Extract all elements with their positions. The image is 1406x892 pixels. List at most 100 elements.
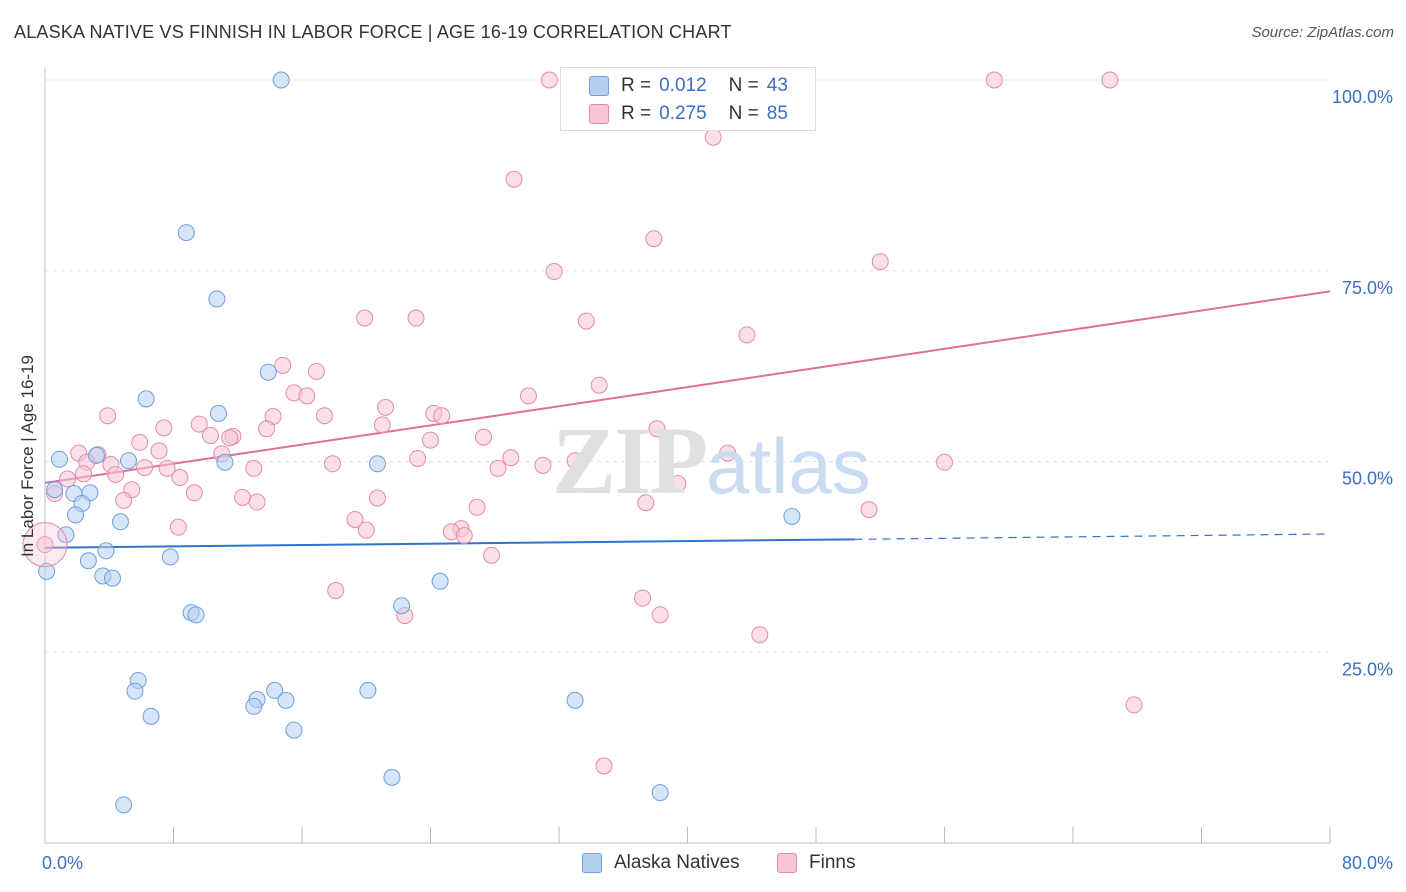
point-alaska-natives xyxy=(97,542,115,560)
data-points xyxy=(22,71,1143,814)
point-finns xyxy=(540,71,558,89)
series-legend: Alaska Natives Finns xyxy=(0,852,1406,878)
watermark-atlas: atlas xyxy=(706,422,871,510)
x-tick-label: 0.0% xyxy=(42,853,83,873)
point-alaska-natives xyxy=(266,681,284,699)
point-finns xyxy=(719,444,737,462)
point-alaska-natives xyxy=(46,481,64,499)
point-finns xyxy=(356,309,374,327)
point-finns xyxy=(422,431,439,449)
point-alaska-natives xyxy=(783,507,801,525)
point-finns xyxy=(651,606,669,624)
point-alaska-natives xyxy=(103,569,121,587)
point-alaska-natives xyxy=(393,597,411,615)
point-alaska-natives xyxy=(120,452,138,470)
point-finns xyxy=(505,170,523,188)
legend-r-label: R = xyxy=(621,103,652,124)
point-alaska-natives xyxy=(115,796,133,814)
point-alaska-natives xyxy=(187,606,205,624)
point-alaska-natives xyxy=(50,450,68,468)
point-finns xyxy=(274,356,292,374)
point-alaska-natives xyxy=(651,784,669,802)
point-alaska-natives xyxy=(383,768,401,786)
point-finns xyxy=(357,521,375,539)
x-tick-label: 80.0% xyxy=(1342,853,1393,873)
point-finns xyxy=(155,419,173,437)
y-tick-label: 50.0% xyxy=(1342,469,1393,489)
point-alaska-natives xyxy=(259,363,277,381)
point-alaska-natives xyxy=(209,404,227,422)
point-finns xyxy=(407,309,425,327)
point-finns xyxy=(315,407,333,425)
point-finns xyxy=(595,757,613,775)
point-alaska-natives xyxy=(272,71,290,89)
trend-lines xyxy=(44,290,1331,549)
point-finns xyxy=(298,387,316,405)
point-finns xyxy=(1101,71,1119,89)
point-finns xyxy=(936,453,953,471)
stats-legend: R = 0.012 N = 43 R = 0.275 N = 85 xyxy=(560,67,816,131)
point-finns xyxy=(327,581,345,599)
point-finns xyxy=(346,510,364,528)
point-finns xyxy=(248,493,266,511)
point-finns xyxy=(577,312,595,330)
point-alaska-natives xyxy=(38,562,56,580)
point-alaska-natives xyxy=(142,707,160,725)
point-finns xyxy=(150,442,168,460)
point-finns xyxy=(131,433,149,451)
legend-r-value: 0.275 xyxy=(659,103,707,124)
legend-r-label: R = xyxy=(621,75,652,96)
point-finns xyxy=(985,71,1003,89)
point-finns xyxy=(534,456,552,474)
legend-item-alaska-natives: Alaska Natives xyxy=(582,852,740,874)
point-finns xyxy=(645,230,663,248)
point-finns xyxy=(871,253,889,271)
point-finns xyxy=(190,415,208,433)
point-alaska-natives xyxy=(285,721,303,739)
point-finns xyxy=(545,263,563,281)
legend-n-label: N = xyxy=(728,75,759,96)
point-alaska-natives xyxy=(79,552,97,570)
point-finns xyxy=(307,362,325,380)
point-finns xyxy=(136,459,154,477)
y-tick-label: 75.0% xyxy=(1342,278,1393,298)
point-alaska-natives xyxy=(67,506,85,524)
point-alaska-natives xyxy=(87,446,105,464)
y-tick-label: 25.0% xyxy=(1342,659,1393,679)
point-alaska-natives xyxy=(177,224,195,242)
point-finns xyxy=(245,459,263,477)
point-finns xyxy=(489,459,507,477)
point-finns xyxy=(669,475,687,493)
point-finns xyxy=(455,527,473,545)
trend-line-alaska-natives xyxy=(44,538,855,549)
point-finns xyxy=(738,326,756,344)
chart-title: ALASKA NATIVE VS FINNISH IN LABOR FORCE … xyxy=(14,22,732,42)
point-finns xyxy=(433,407,451,425)
point-alaska-natives xyxy=(208,290,226,308)
point-finns xyxy=(171,469,189,487)
point-finns xyxy=(221,429,239,447)
point-finns xyxy=(648,420,666,438)
legend-n-value: 85 xyxy=(766,103,788,124)
point-finns xyxy=(169,518,187,536)
y-tick-label: 100.0% xyxy=(1332,87,1393,107)
point-finns xyxy=(58,470,76,488)
point-finns xyxy=(324,455,342,473)
legend-swatch-pink xyxy=(589,104,609,124)
point-finns xyxy=(185,484,203,502)
point-finns xyxy=(201,427,219,445)
point-finns xyxy=(566,452,584,470)
trend-line-alaska-natives-extension xyxy=(854,533,1331,540)
point-finns xyxy=(634,589,652,607)
legend-row-alaska-natives: R = 0.012 N = 43 xyxy=(589,73,788,99)
source-label: Source: ZipAtlas.com xyxy=(1251,24,1394,41)
tick-labels: 25.0% 50.0% 75.0% 100.0% 0.0% 80.0% xyxy=(42,87,1393,873)
point-finns xyxy=(860,501,878,519)
legend-swatch-blue xyxy=(589,76,609,96)
point-finns xyxy=(751,626,769,644)
legend-r-value: 0.012 xyxy=(659,75,707,96)
watermark: ZIPatlas xyxy=(552,405,871,516)
trend-line-finns xyxy=(44,290,1331,484)
y-axis-label: In Labor Force | Age 16-19 xyxy=(18,355,37,557)
point-finns xyxy=(373,416,391,434)
